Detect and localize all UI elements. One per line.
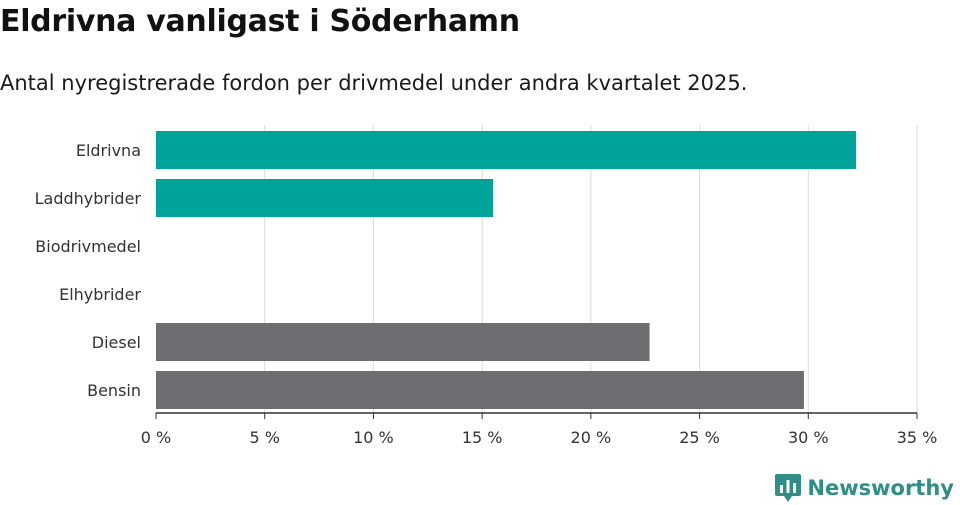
brand-name: Newsworthy bbox=[807, 476, 954, 500]
x-tick-label: 20 % bbox=[571, 428, 612, 447]
category-label: Eldrivna bbox=[76, 141, 141, 160]
bar bbox=[156, 179, 494, 217]
x-tick-label: 0 % bbox=[141, 428, 171, 447]
chart-title: Eldrivna vanligast i Söderhamn bbox=[0, 4, 520, 39]
newsworthy-logo-icon bbox=[775, 474, 802, 502]
bar bbox=[156, 371, 804, 409]
x-tick-label: 35 % bbox=[897, 428, 938, 447]
category-label: Elhybrider bbox=[59, 285, 141, 304]
category-label: Diesel bbox=[92, 333, 141, 352]
bar bbox=[156, 131, 857, 169]
x-tick-label: 25 % bbox=[679, 428, 720, 447]
brand[interactable]: Newsworthy bbox=[775, 474, 954, 502]
x-tick-label: 30 % bbox=[788, 428, 829, 447]
bar-chart: Eldrivna Laddhybrider Biodrivmedel Elhybrid… bbox=[35, 125, 938, 447]
chart-subtitle: Antal nyregistrerade fordon per drivmede… bbox=[0, 71, 748, 95]
x-tick-label: 5 % bbox=[249, 428, 279, 447]
x-tick-label: 10 % bbox=[353, 428, 394, 447]
x-tick-label: 15 % bbox=[462, 428, 503, 447]
category-label: Biodrivmedel bbox=[35, 237, 141, 256]
bar bbox=[156, 323, 650, 361]
category-label: Bensin bbox=[87, 381, 141, 400]
category-label: Laddhybrider bbox=[35, 189, 142, 208]
